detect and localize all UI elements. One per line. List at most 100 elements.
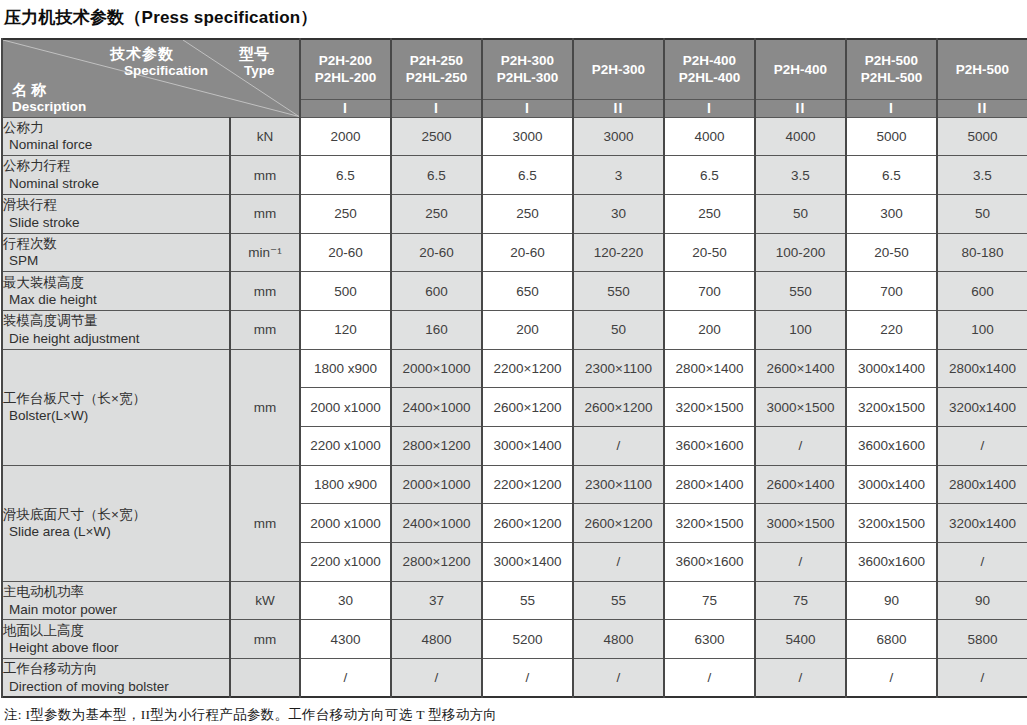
row-label-zh: 行程次数 [3,235,229,253]
model-header-cell: P2H-500 [937,39,1027,99]
table-row: 公称力Nominal forcekN2000250030003000400040… [2,117,1027,156]
table-row: 主电动机功率Main motor powerkW3037555575759090 [2,581,1027,620]
spec-value-cell: 90 [937,581,1027,620]
row-label-en: Slide area (L×W) [3,523,229,541]
model-line-1: P2H-250 [392,52,481,69]
table-row: 公称力行程Nominal strokemm6.56.56.536.53.56.5… [2,156,1027,195]
spec-value-cell: 2400×1000 [391,388,482,427]
spec-value-cell: 2300×1100 [573,349,664,388]
type-header-cell: I [482,99,573,117]
page-title: 压力机技术参数（Press specification） [4,6,1027,29]
row-label-en: Slide stroke [3,214,229,232]
spec-value-cell: 2200×1200 [482,349,573,388]
row-label: 滑块底面尺寸（长×宽）Slide area (L×W) [2,465,230,581]
spec-value-cell: / [937,427,1027,466]
spec-value-cell: 2800×1200 [391,427,482,466]
spec-value-cell: / [755,543,846,582]
spec-value-cell: 5000 [937,117,1027,156]
row-label-zh: 装模高度调节量 [3,312,229,330]
spec-value-cell: / [846,659,937,698]
spec-value-cell: 2200×1200 [482,465,573,504]
model-line-1: P2H-300 [574,61,663,78]
type-header-cell: II [573,99,664,117]
spec-value-cell: 2600×1400 [755,349,846,388]
row-label-zh: 公称力行程 [3,157,229,175]
row-label-en: Height above floor [3,639,229,657]
model-line-1: P2H-400 [756,61,845,78]
spec-value-cell: 2800×1400 [664,465,755,504]
spec-value-cell: 20-50 [664,233,755,272]
spec-value-cell: 55 [573,581,664,620]
row-label-en: SPM [3,252,229,270]
spec-value-cell: 250 [391,194,482,233]
spec-value-cell: 300 [846,194,937,233]
corner-type-zh: 型号 [239,45,269,64]
spec-value-cell: 55 [482,581,573,620]
spec-value-cell: 600 [391,272,482,311]
spec-value-cell: 100 [755,310,846,349]
row-label-zh: 工作台板尺寸（长×宽） [3,390,229,408]
spec-value-cell: 4300 [300,620,391,659]
spec-value-cell: 37 [391,581,482,620]
row-label-en: Nominal force [3,136,229,154]
spec-value-cell: / [482,659,573,698]
spec-value-cell: 5000 [846,117,937,156]
spec-value-cell: 100 [937,310,1027,349]
spec-value-cell: / [573,659,664,698]
spec-value-cell: 2000×1000 [391,465,482,504]
spec-value-cell: 3000×1400 [482,427,573,466]
footnote: 注: I型参数为基本型，II型为小行程产品参数。工作台移动方向可选 T 型移动方… [4,706,1027,724]
table-row: 滑块行程Slide strokemm250250250302505030050 [2,194,1027,233]
spec-value-cell: 2000 [300,117,391,156]
spec-value-cell: 50 [755,194,846,233]
row-label: 装模高度调节量Die height adjustment [2,310,230,349]
model-line-2: P2HL-300 [483,69,572,86]
spec-value-cell: 6.5 [300,156,391,195]
row-unit: mm [230,194,300,233]
spec-value-cell: 4800 [573,620,664,659]
spec-value-cell: 2600×1200 [573,388,664,427]
corner-type-en: Type [244,63,275,78]
spec-value-cell: 3000 [573,117,664,156]
spec-value-cell: 650 [482,272,573,311]
row-label-en: Max die height [3,291,229,309]
spec-value-cell: 50 [937,194,1027,233]
spec-value-cell: 6800 [846,620,937,659]
spec-value-cell: 3200x1400 [937,388,1027,427]
type-header-cell: I [391,99,482,117]
spec-value-cell: 3200×1500 [664,504,755,543]
spec-value-cell: 3.5 [755,156,846,195]
spec-value-cell: 2600×1200 [482,504,573,543]
row-label-zh: 最大装模高度 [3,274,229,292]
spec-value-cell: 250 [482,194,573,233]
model-line-2: P2HL-400 [665,69,754,86]
model-line-1: P2H-400 [665,52,754,69]
model-line-2: P2HL-250 [392,69,481,86]
type-header-cell: I [846,99,937,117]
spec-value-cell: / [573,427,664,466]
table-row: 工作台板尺寸（长×宽）Bolster(L×W)mm1800 x9002000×1… [2,349,1027,388]
spec-value-cell: 20-60 [391,233,482,272]
spec-value-cell: 120-220 [573,233,664,272]
spec-value-cell: / [937,659,1027,698]
spec-value-cell: 4800 [391,620,482,659]
model-line-2: P2HL-500 [847,69,936,86]
spec-value-cell: 3600x1600 [846,543,937,582]
model-line-1: P2H-500 [847,52,936,69]
model-header-cell: P2H-400P2HL-400 [664,39,755,99]
spec-value-cell: 200 [664,310,755,349]
spec-value-cell: 75 [664,581,755,620]
table-row: 工作台移动方向Direction of moving bolster//////… [2,659,1027,698]
spec-value-cell: 6.5 [846,156,937,195]
spec-value-cell: 5200 [482,620,573,659]
model-header-cell: P2H-400 [755,39,846,99]
row-label: 主电动机功率Main motor power [2,581,230,620]
spec-value-cell: 700 [664,272,755,311]
row-unit: min⁻¹ [230,233,300,272]
spec-value-cell: 3200x1400 [937,504,1027,543]
corner-spec-zh: 技术参数 [110,45,174,64]
row-unit: mm [230,310,300,349]
row-label: 公称力Nominal force [2,117,230,156]
row-label-en: Nominal stroke [3,175,229,193]
spec-value-cell: 3000×1400 [482,543,573,582]
